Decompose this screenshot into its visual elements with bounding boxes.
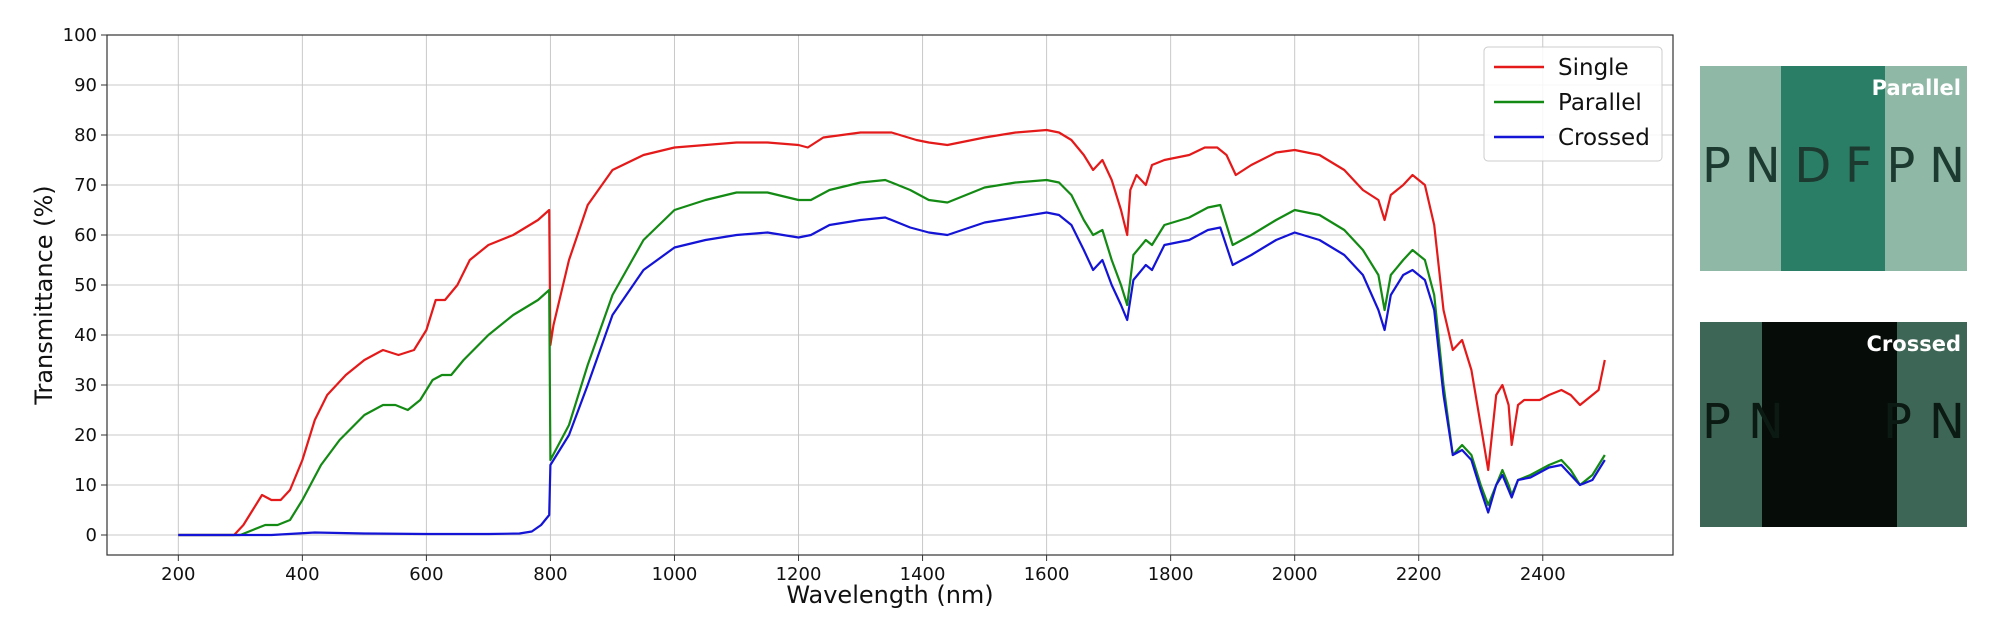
photo-letter: D bbox=[1794, 138, 1834, 194]
y-tick-label: 90 bbox=[74, 75, 97, 96]
parallel-photo-label: Parallel bbox=[1871, 76, 1961, 100]
series-line-single bbox=[178, 128, 1606, 537]
y-tick-label: 10 bbox=[74, 475, 97, 496]
x-tick-label: 800 bbox=[533, 564, 567, 585]
y-tick-label: 0 bbox=[86, 525, 97, 546]
y-tick-label: 80 bbox=[74, 125, 97, 146]
photo-letter: P bbox=[1886, 138, 1918, 194]
parallel-filter-band bbox=[1781, 66, 1885, 271]
legend: Single Parallel Crossed bbox=[1483, 46, 1663, 162]
x-axis-label: Wavelength (nm) bbox=[786, 581, 993, 609]
x-tick-labels: 200 400 600 800 1000 1200 1400 1600 1800 2000 2200… bbox=[161, 555, 1566, 585]
photo-letter: P bbox=[1702, 394, 1733, 450]
photo-letter: N bbox=[1748, 394, 1786, 450]
photo-letter: N bbox=[1929, 138, 1967, 194]
legend-label-parallel: Parallel bbox=[1558, 90, 1642, 116]
y-tick-label: 40 bbox=[74, 325, 97, 346]
grid bbox=[107, 34, 1673, 555]
legend-label-crossed: Crossed bbox=[1558, 125, 1650, 151]
y-tick-label: 50 bbox=[74, 275, 97, 296]
transmittance-chart: 200 400 600 800 1000 1200 1400 1600 1800 2000 2200… bbox=[30, 25, 1674, 609]
x-tick-label: 2400 bbox=[1520, 564, 1566, 585]
series-line-parallel bbox=[178, 178, 1606, 537]
y-tick-labels: 0 10 20 30 40 50 60 70 80 90 100 bbox=[63, 25, 107, 546]
photo-letter: N bbox=[1744, 138, 1783, 194]
y-tick-label: 30 bbox=[74, 375, 97, 396]
x-tick-label: 400 bbox=[285, 564, 319, 585]
x-tick-label: 1600 bbox=[1024, 564, 1070, 585]
x-tick-label: 600 bbox=[409, 564, 443, 585]
x-tick-label: 2000 bbox=[1272, 564, 1318, 585]
x-tick-label: 2200 bbox=[1396, 564, 1442, 585]
y-tick-label: 70 bbox=[74, 175, 97, 196]
photo-letter: N bbox=[1929, 394, 1967, 450]
photo-letter: P bbox=[1883, 394, 1914, 450]
photo-letter bbox=[1801, 394, 1827, 450]
legend-label-single: Single bbox=[1558, 55, 1629, 81]
crossed-filter-band bbox=[1762, 322, 1897, 527]
photo-letter bbox=[1842, 394, 1868, 450]
y-axis-label: Transmittance (%) bbox=[30, 185, 58, 405]
y-tick-label: 60 bbox=[74, 225, 97, 246]
x-tick-label: 1000 bbox=[652, 564, 698, 585]
crossed-photo-label: Crossed bbox=[1866, 332, 1961, 356]
x-tick-label: 1400 bbox=[900, 564, 946, 585]
photo-letter: F bbox=[1845, 138, 1875, 194]
series-line-crossed bbox=[178, 211, 1606, 537]
x-tick-label: 1200 bbox=[776, 564, 822, 585]
legend-box bbox=[1483, 46, 1663, 162]
series-lines bbox=[178, 128, 1606, 537]
x-tick-label: 200 bbox=[161, 564, 195, 585]
x-tick-label: 1800 bbox=[1148, 564, 1194, 585]
photo-letter: P bbox=[1702, 138, 1733, 194]
plot-frame bbox=[106, 34, 1674, 556]
y-tick-label: 100 bbox=[63, 25, 97, 46]
y-tick-label: 20 bbox=[74, 425, 97, 446]
